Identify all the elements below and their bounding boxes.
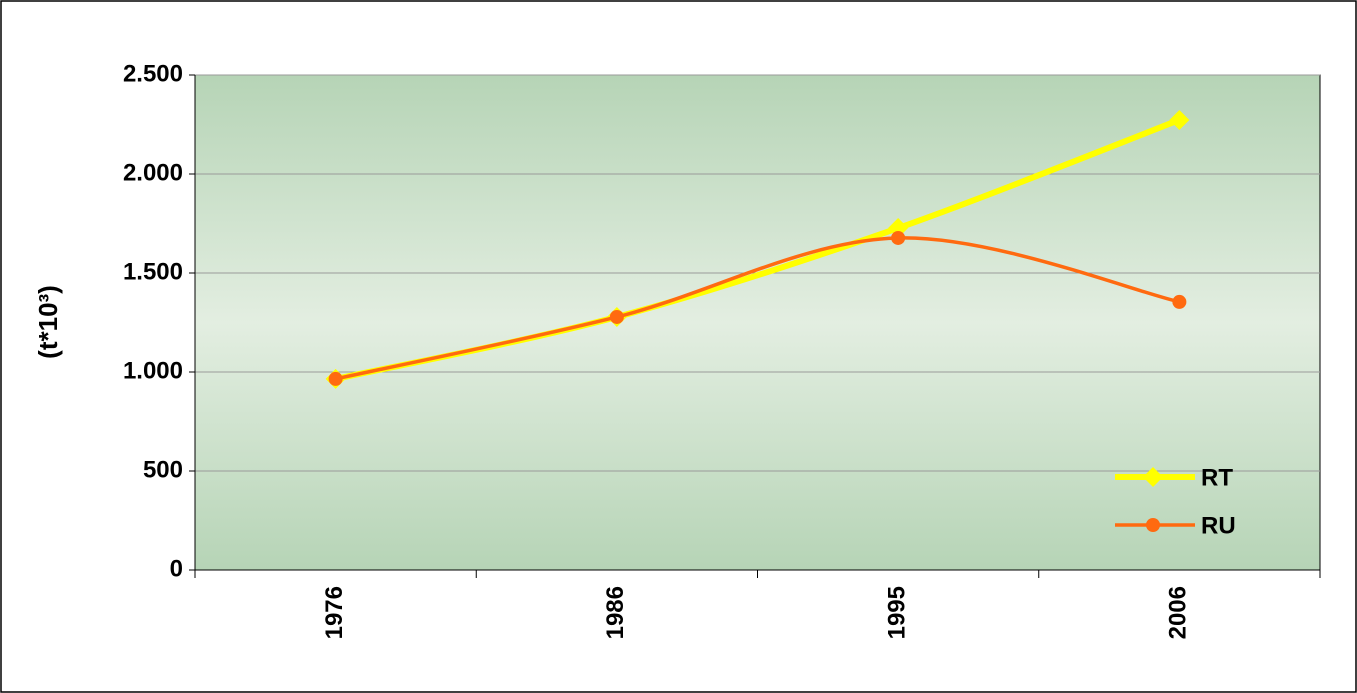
legend-marker [1146,518,1160,532]
data-point [1172,294,1187,309]
x-tick-label: 1976 [321,586,348,639]
y-tick-label: 2.500 [123,60,183,87]
series-line [335,236,1180,381]
data-point [891,230,906,245]
x-tick-label: 1986 [602,586,629,639]
data-point [328,371,343,386]
data-point [888,218,909,239]
y-tick-label: 1.500 [123,258,183,285]
data-point [609,309,624,324]
y-tick-label: 0 [170,555,183,582]
data-point [1169,109,1190,130]
x-tick-label: 1995 [883,586,910,639]
plot-area [194,74,1321,571]
y-tick-label: 2.000 [123,159,183,186]
x-tick-label: 2006 [1165,586,1192,639]
y-axis-label: (t*10³) [33,285,63,359]
legend-marker [1143,467,1163,487]
y-tick-label: 1.000 [123,357,183,384]
y-tick-label: 500 [143,456,183,483]
legend-label: RU [1201,512,1236,539]
legend-label: RT [1201,464,1233,491]
